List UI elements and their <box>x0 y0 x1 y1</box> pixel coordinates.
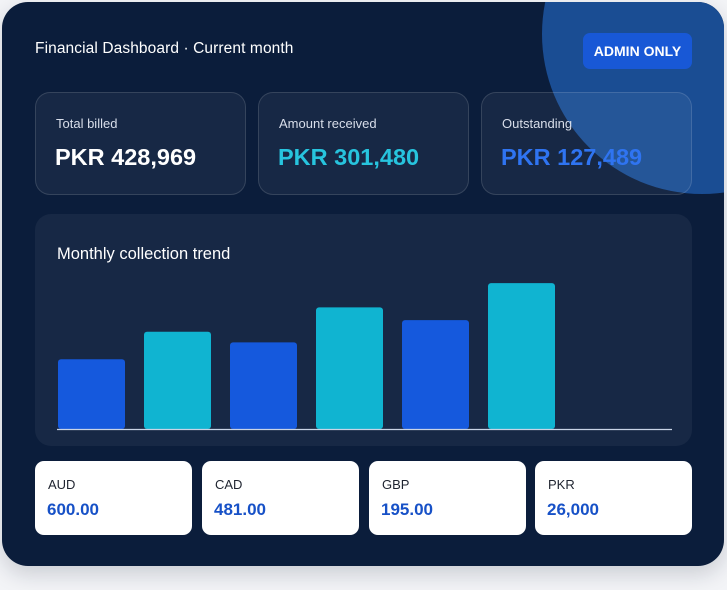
currency-card-gbp[interactable]: GBP 195.00 <box>369 461 526 535</box>
chart-bar-4 <box>316 307 383 429</box>
currency-amount: 600.00 <box>47 500 99 519</box>
currency-amount: 481.00 <box>214 500 266 519</box>
dashboard-panel: Financial Dashboard · Current month ADMI… <box>2 2 724 566</box>
currency-code: AUD <box>48 477 76 492</box>
currency-amount: 26,000 <box>547 500 599 519</box>
currency-amount: 195.00 <box>381 500 433 519</box>
currency-card-aud[interactable]: AUD 600.00 <box>35 461 192 535</box>
kpi-value: PKR 301,480 <box>278 144 420 170</box>
chart-bar-2 <box>144 331 211 429</box>
currency-card-pkr[interactable]: PKR 26,000 <box>535 461 692 535</box>
kpi-label: Amount received <box>279 116 377 131</box>
currency-code: GBP <box>382 477 410 492</box>
kpi-label: Outstanding <box>502 116 573 131</box>
chart-bar-3 <box>230 342 297 429</box>
currency-code: PKR <box>548 477 575 492</box>
chart-bar-6 <box>488 283 555 429</box>
page-title: Financial Dashboard · Current month <box>35 40 294 57</box>
chart-bar-1 <box>58 359 125 429</box>
currency-code: CAD <box>215 477 243 492</box>
chart-title: Monthly collection trend <box>57 245 231 263</box>
kpi-card-outstanding: Outstanding PKR 127,489 <box>481 92 692 195</box>
kpi-card-amount-received: Amount received PKR 301,480 <box>258 92 469 195</box>
kpi-value: PKR 428,969 <box>55 144 197 170</box>
admin-only-button[interactable]: ADMIN ONLY <box>583 33 692 69</box>
chart-bar-5 <box>402 320 469 429</box>
collection-trend-chart-card: Monthly collection trend <box>35 214 692 446</box>
kpi-label: Total billed <box>56 116 118 131</box>
collection-trend-chart <box>57 283 672 431</box>
kpi-value: PKR 127,489 <box>501 144 643 170</box>
kpi-card-total-billed: Total billed PKR 428,969 <box>35 92 246 195</box>
currency-card-cad[interactable]: CAD 481.00 <box>202 461 359 535</box>
